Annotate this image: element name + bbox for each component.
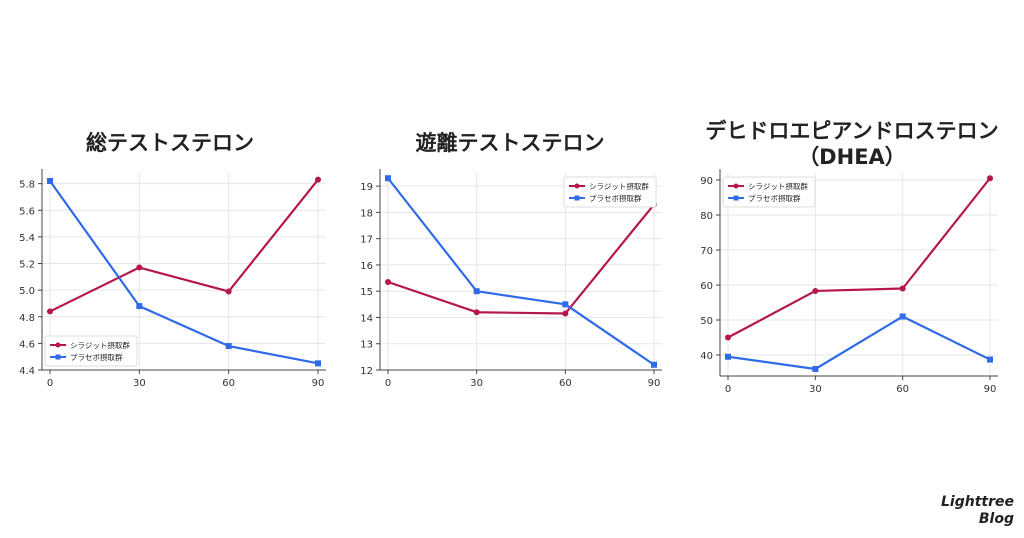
chart-title-line: （DHEA） (798, 145, 906, 169)
data-point (385, 175, 391, 182)
series-line (49, 178, 319, 313)
legend-box (722, 176, 816, 208)
y-tick-label: 17 (360, 235, 373, 246)
y-tick-label: 12 (360, 366, 373, 377)
data-point (562, 301, 569, 308)
y-tick-label: 16 (360, 261, 373, 272)
data-point (725, 334, 731, 341)
chart-dhea: デヒドロエピアンドロステロン （DHEA） 40 50 60 70 80 90 0 30 60 9… (680, 110, 1024, 410)
legend-label: シラジット摂取群 (70, 340, 130, 350)
x-tick-label: 90 (984, 384, 997, 395)
y-tick-label: 5.6 (19, 206, 35, 217)
legend-swatch-marker (733, 195, 739, 201)
data-point (315, 360, 321, 367)
legend-swatch-marker (55, 354, 61, 360)
y-tick-label: 80 (700, 211, 713, 222)
y-tick-label: 4.4 (19, 366, 35, 377)
data-point (725, 353, 731, 360)
y-tick-label: 5.0 (19, 286, 35, 297)
data-point (385, 279, 391, 286)
data-point (987, 175, 993, 182)
x-tick-label: 90 (648, 378, 661, 389)
chart-title: 総テストステロン (0, 130, 340, 156)
chart-title-line: 遊離テストステロン (415, 131, 605, 155)
y-tick-label: 18 (360, 208, 373, 219)
y-tick-label: 60 (700, 281, 713, 292)
y-tick-label: 5.4 (19, 233, 35, 244)
legend-swatch-marker (574, 183, 580, 189)
data-point (315, 176, 321, 183)
x-tick-label: 60 (559, 378, 572, 389)
brand-line-2: Blog (978, 511, 1014, 527)
data-point (473, 309, 480, 316)
data-point (812, 287, 819, 294)
x-tick-label: 0 (725, 384, 731, 395)
legend-label: シラジット摂取群 (748, 181, 808, 191)
x-tick-label: 0 (385, 378, 391, 389)
data-point (47, 308, 53, 315)
chart-plot: 4.4 4.6 4.8 5.0 5.2 5.4 5.6 5.8 0 30 60 90 シラジット摂取群プ… (19, 169, 326, 389)
data-point (651, 361, 657, 368)
legend-box (563, 176, 657, 208)
chart-total-testosterone: 総テストステロン 4.4 4.6 4.8 5.0 5.2 5.4 5.6 5.8 0 30 60 90… (0, 110, 340, 410)
legend-label: プラセボ摂取群 (70, 352, 123, 362)
data-point (987, 356, 993, 363)
brand-logo: Lighttree Blog (941, 494, 1014, 528)
y-tick-label: 50 (700, 316, 713, 327)
y-tick-label: 5.8 (19, 180, 35, 191)
chart-title-line: デヒドロエピアンドロステロン (705, 119, 999, 143)
data-point (225, 343, 232, 350)
legend-swatch-marker (55, 342, 61, 348)
series-line (49, 180, 319, 365)
data-point (899, 285, 906, 292)
y-tick-label: 13 (360, 340, 373, 351)
data-point (473, 288, 480, 295)
series-line (387, 203, 655, 315)
legend-swatch-marker (733, 183, 739, 189)
series-line (727, 177, 991, 339)
legend-box (44, 335, 138, 367)
y-tick-label: 4.6 (19, 339, 35, 350)
x-tick-label: 90 (312, 378, 325, 389)
chart-title: 遊離テストステロン (340, 130, 680, 156)
y-tick-label: 90 (700, 176, 713, 187)
y-tick-label: 70 (700, 246, 713, 257)
legend-label: プラセボ摂取群 (748, 193, 801, 203)
x-tick-label: 0 (47, 378, 53, 389)
data-point (225, 288, 232, 295)
y-tick-label: 40 (700, 351, 713, 362)
x-tick-label: 30 (133, 378, 146, 389)
chart-title: デヒドロエピアンドロステロン （DHEA） (680, 118, 1024, 170)
data-point (136, 264, 143, 271)
data-point (562, 310, 569, 317)
y-tick-label: 14 (360, 313, 373, 324)
data-point (812, 366, 819, 372)
y-tick-label: 15 (360, 287, 373, 298)
x-tick-label: 60 (222, 378, 235, 389)
x-tick-label: 60 (896, 384, 909, 395)
data-point (47, 177, 53, 184)
series-line (387, 177, 655, 366)
data-point (136, 303, 143, 310)
legend-swatch-marker (574, 195, 580, 201)
y-tick-label: 5.2 (19, 260, 35, 271)
y-tick-label: 4.8 (19, 313, 35, 324)
brand-line-1: Lighttree (941, 494, 1014, 510)
series-line (727, 315, 991, 371)
data-point (899, 313, 906, 320)
legend-label: プラセボ摂取群 (589, 193, 642, 203)
x-tick-label: 30 (809, 384, 822, 395)
x-tick-label: 30 (470, 378, 483, 389)
y-tick-label: 19 (360, 182, 373, 193)
legend-label: シラジット摂取群 (589, 181, 649, 191)
chart-title-line: 総テストステロン (86, 131, 254, 155)
chart-free-testosterone: 遊離テストステロン 12 13 14 15 16 17 18 19 0 30 60 90 シラジット摂取… (340, 110, 680, 410)
